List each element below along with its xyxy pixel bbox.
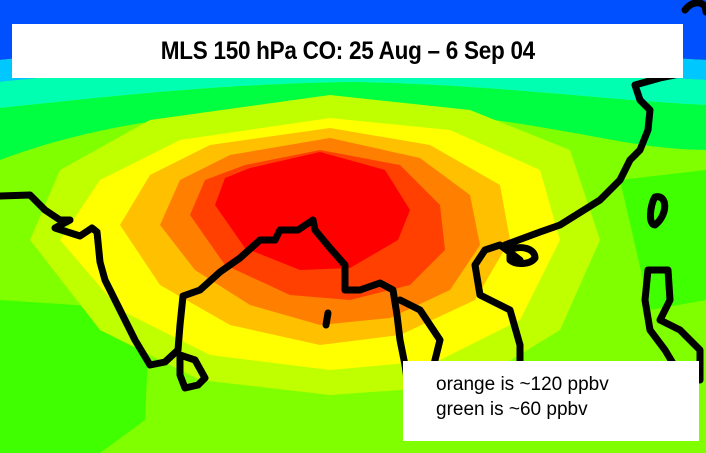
title-box: MLS 150 hPa CO: 25 Aug – 6 Sep 04	[12, 24, 683, 78]
legend-orange-label: orange is ~120 ppbv	[436, 374, 609, 395]
legend-box: orange is ~120 ppbv green is ~60 ppbv	[403, 361, 699, 441]
coastline	[0, 0, 706, 404]
map-title: MLS 150 hPa CO: 25 Aug – 6 Sep 04	[160, 36, 535, 65]
legend-green-label: green is ~60 ppbv	[436, 399, 588, 420]
